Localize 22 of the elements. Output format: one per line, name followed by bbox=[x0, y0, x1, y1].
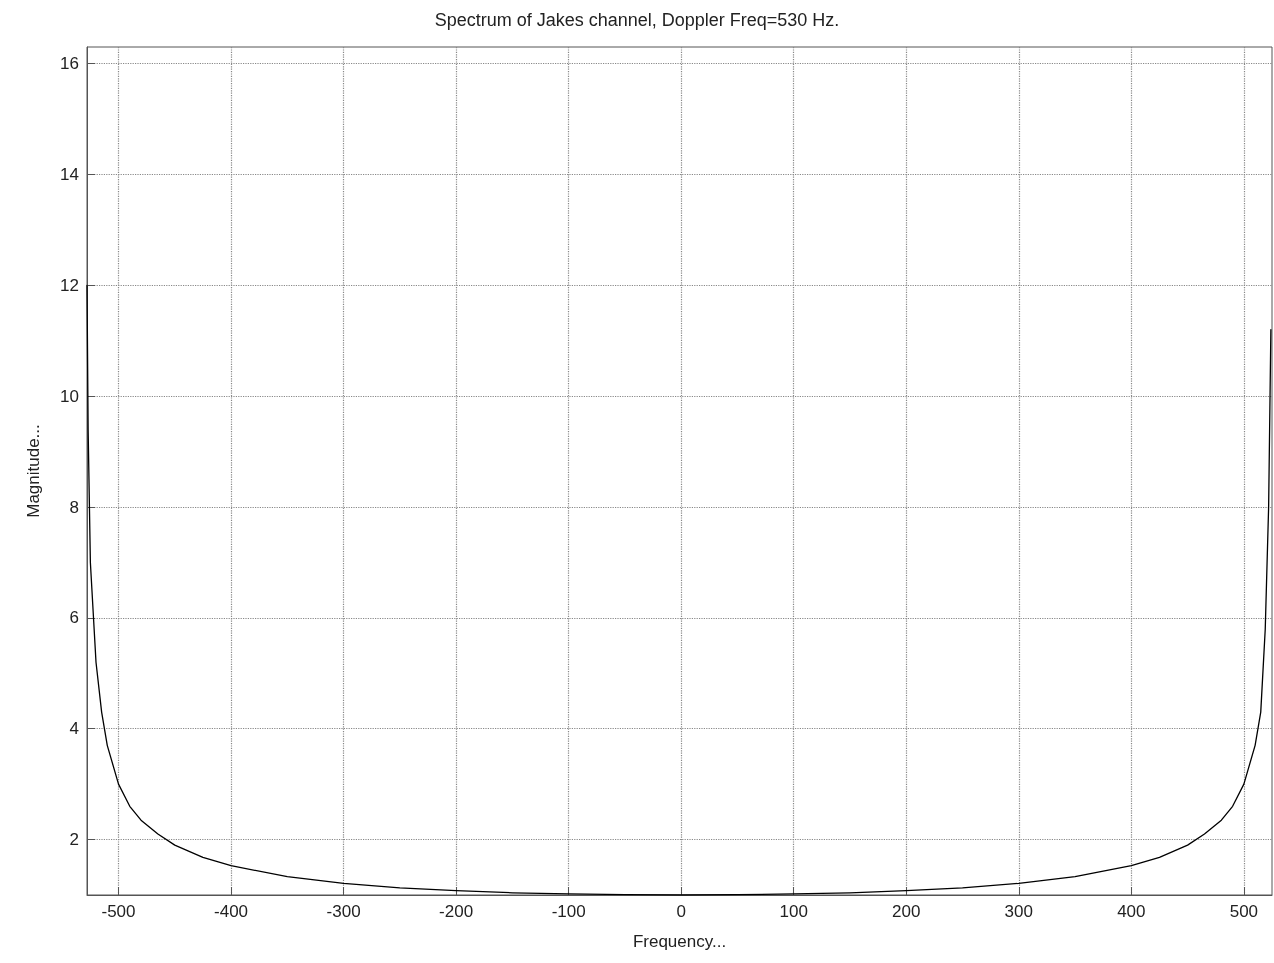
x-tick-label: -500 bbox=[101, 902, 136, 921]
y-tick-label: 10 bbox=[60, 386, 79, 406]
chart-title: Spectrum of Jakes channel, Doppler Freq=530 Hz. bbox=[434, 10, 840, 30]
y-tick-label: 16 bbox=[60, 54, 79, 74]
y-tick-label: 14 bbox=[60, 164, 79, 184]
x-tick-label: 0 bbox=[676, 902, 686, 921]
y-axis-title: Magnitude... bbox=[24, 424, 43, 518]
x-tick-label: -200 bbox=[439, 902, 474, 921]
x-axis-title: Frequency... bbox=[632, 932, 727, 951]
y-tick-label: 12 bbox=[60, 275, 79, 295]
x-tick-label: 200 bbox=[892, 902, 921, 921]
y-tick-label: 2 bbox=[69, 830, 79, 850]
x-tick-label: 500 bbox=[1229, 902, 1259, 921]
y-tick-label: 8 bbox=[69, 497, 79, 517]
x-tick-label: -400 bbox=[214, 902, 249, 921]
y-tick-label: 6 bbox=[69, 608, 79, 628]
x-tick-label: 300 bbox=[1004, 902, 1033, 921]
x-tick-label: -300 bbox=[326, 902, 361, 921]
x-tick-label: 100 bbox=[779, 902, 808, 921]
y-tick-label: 4 bbox=[69, 719, 79, 739]
x-tick-label: 400 bbox=[1117, 902, 1146, 921]
x-tick-label: -100 bbox=[551, 902, 586, 921]
